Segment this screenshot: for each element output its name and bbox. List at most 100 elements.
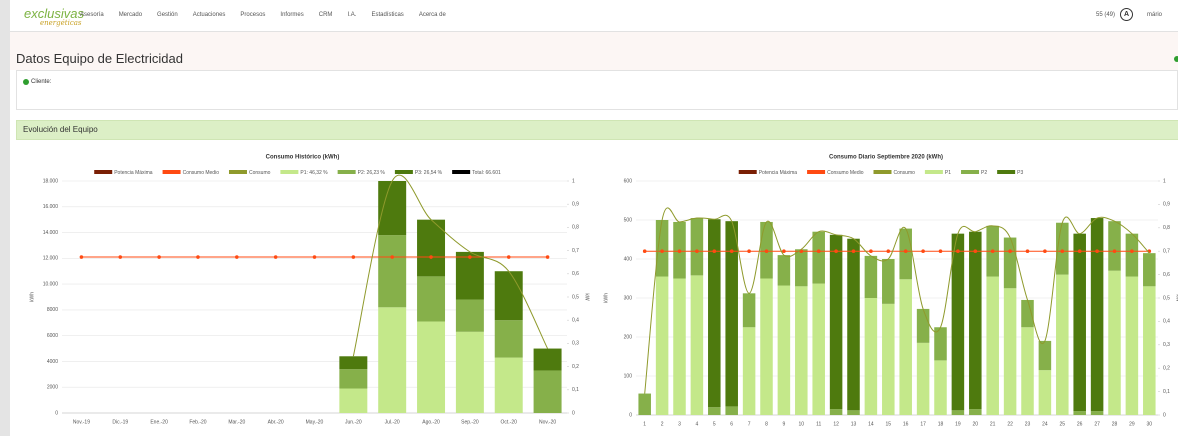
menu-item[interactable]: Actuaciones [192,12,226,18]
bar-segment [533,348,562,371]
bar-segment [795,286,808,415]
section-title: Evolución del Equipo [23,125,98,134]
legend-label: P3 [1017,170,1023,176]
x-tick-label: 11 [816,421,821,427]
x-tick-label: Oct.-20 [501,419,518,425]
menu-item[interactable]: Asesoría [80,12,104,18]
x-tick-label: 28 [1112,421,1118,427]
menu-item[interactable]: CRM [318,12,333,18]
bar-segment [864,298,878,415]
legend-label: Consumo Medio [827,170,864,176]
bar-segment [655,220,669,277]
y-tick-label: 4000 [47,359,58,365]
bar-segment [969,409,982,415]
bar-segment [951,410,965,415]
y2-tick-label: 0,5 [1163,295,1170,301]
bar-segment [899,228,912,280]
y-tick-label: 12.000 [43,256,59,262]
x-tick-label: 10 [799,421,805,427]
y2-tick-label: 1 [1163,178,1166,184]
page-title: Datos Equipo de Electricidad [16,51,183,66]
y-tick-label: 0 [629,412,632,418]
bar-segment [1125,276,1139,415]
legend-label: Potencia Máxima [114,170,153,176]
line-marker [695,249,699,253]
y2-tick-label: 1 [572,178,575,184]
legend-label: Consumo [249,170,271,176]
x-tick-label: 13 [851,421,857,427]
bar-segment [378,235,407,308]
bar-segment [455,299,484,332]
menu-item[interactable]: Mercado [118,12,143,18]
bar-segment [655,276,669,415]
chart-title: Consumo Diario Septiembre 2020 (kWh) [829,155,943,161]
section-header[interactable]: Evolución del Equipo [16,120,1178,140]
menu-item[interactable]: I.A. [347,12,357,18]
y2-tick-label: 0,2 [572,364,579,370]
y2-tick-label: 0,4 [572,318,579,324]
client-dot [23,79,29,85]
line-marker [390,255,394,259]
line-marker [886,249,891,253]
line-marker [921,249,925,253]
bar-segment [417,321,446,413]
x-tick-label: 29 [1129,421,1135,427]
user[interactable]: mário [1147,12,1163,18]
bar-segment [777,255,791,286]
x-tick-label: 12 [833,421,839,427]
bar-segment [934,360,947,415]
menu-item[interactable]: Procesos [240,12,266,18]
menu-item[interactable]: Estadísticas [371,12,404,18]
bar-segment [916,308,930,343]
line-marker [1130,249,1134,253]
y-tick-label: 400 [624,256,633,262]
legend-swatch [162,170,181,174]
legend: Potencia Máxima Consumo Medio Consumo P1: 4… [94,170,501,176]
line-marker [196,255,200,259]
y2-tick-label: 0,7 [1163,249,1170,255]
y2-tick-label: 0,8 [1163,225,1170,231]
chart-title: Consumo Histórico (kWh) [266,155,340,161]
legend-label: Total: 66.601 [472,170,501,176]
x-tick-label: 16 [903,421,909,427]
menu-item[interactable]: Informes [280,12,304,18]
bar-segment [1108,221,1121,271]
logo[interactable]: exclusivas [24,6,84,21]
counter[interactable]: 55 (49) [1096,12,1116,18]
x-tick-label: Abr.-20 [268,419,284,425]
line-marker [1008,249,1012,253]
x-tick-label: 21 [990,421,996,427]
bar-segment [934,327,947,361]
x-tick-label: 30 [1147,421,1153,427]
y2-tick-label: 0,8 [572,225,579,231]
x-tick-label: Mar.-20 [228,419,245,425]
bar-segment [777,285,791,415]
bar-segment [742,327,756,415]
y-tick-label: 18.000 [43,178,59,184]
bar-segment [847,410,860,415]
x-tick-label: 20 [973,421,979,427]
menu-item[interactable]: Gestión [157,12,178,18]
bar-segment [829,234,843,410]
line-marker [660,249,664,253]
y-tick-label: 500 [624,217,633,223]
x-tick-label: 22 [1007,421,1013,427]
y-tick-label: 0 [55,410,58,416]
legend-label: Potencia Máxima [759,170,798,176]
bar-segment [1125,233,1139,277]
menu-item[interactable]: Acerca de [418,12,446,18]
avatar[interactable]: A [1120,8,1133,21]
legend-swatch [228,170,247,174]
bar-segment [1038,370,1052,415]
x-tick-label: 2 [661,421,664,427]
legend-swatch [873,170,892,174]
line-marker [938,249,943,253]
bar-segment [847,238,860,411]
bar-segment [986,276,999,415]
x-tick-label: 8 [765,421,768,427]
y-tick-label: 8000 [47,307,58,313]
x-tick-label: 14 [868,421,874,427]
legend-label: Consumo Medio [183,170,220,176]
line-marker [1095,249,1099,253]
